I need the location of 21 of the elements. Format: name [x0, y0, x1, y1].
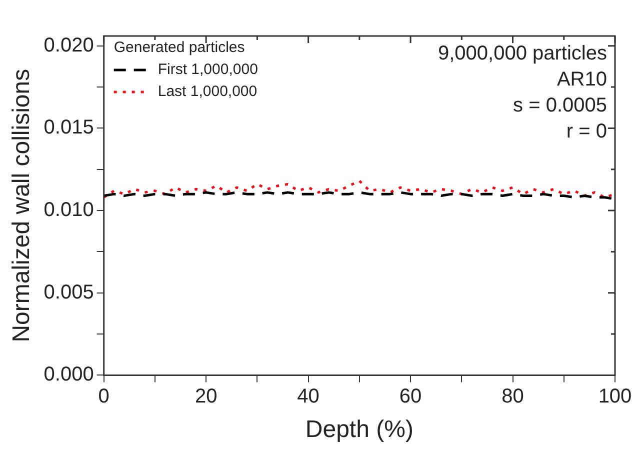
x-tick-label: 40	[297, 386, 320, 408]
annotation: AR10	[556, 68, 607, 91]
y-tick-label: 0.015	[44, 116, 94, 139]
x-tick-label: 60	[399, 386, 422, 408]
y-tick-label: 0.000	[44, 364, 94, 386]
annotation: r = 0	[566, 120, 607, 143]
line-series	[104, 180, 615, 199]
y-tick-label: 0.005	[44, 281, 94, 304]
legend-label: First 1,000,000	[158, 61, 258, 78]
x-tick-label: 100	[598, 386, 632, 408]
legend-label: Last 1,000,000	[158, 83, 258, 100]
x-axis-title: Depth (%)	[305, 416, 414, 444]
x-tick-label: 80	[502, 386, 524, 408]
x-tick-label: 20	[194, 386, 218, 408]
annotation: 9,000,000 particles	[438, 42, 607, 65]
y-tick-label: 0.020	[44, 34, 94, 56]
legend-title: Generated particles	[114, 39, 245, 56]
x-tick-label: 0	[98, 386, 110, 408]
y-tick-label: 0.010	[44, 199, 94, 222]
y-axis-title: Normalized wall collisions	[8, 68, 36, 342]
annotation: s = 0.0005	[513, 94, 607, 117]
